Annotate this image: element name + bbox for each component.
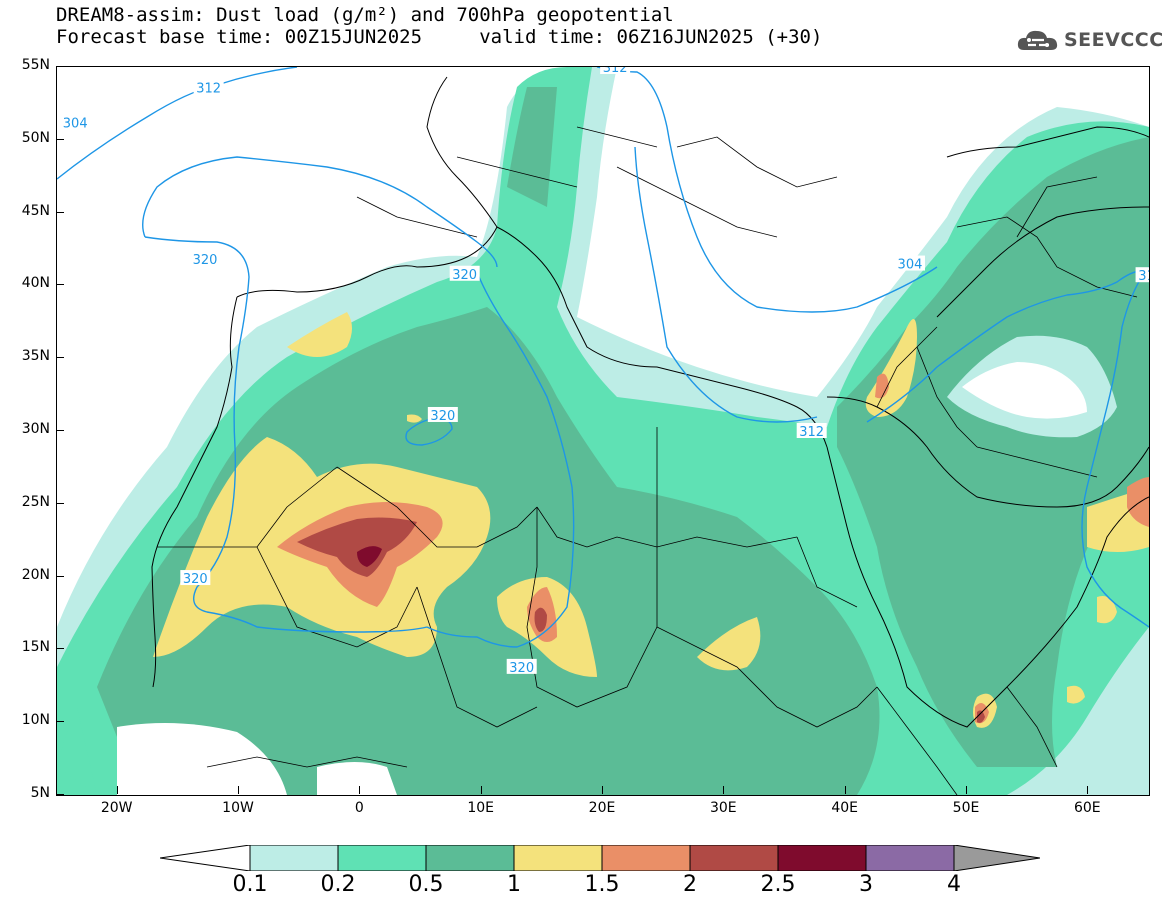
contour-label-bg — [506, 658, 537, 674]
contour-label: 31 — [1138, 269, 1149, 284]
lat-label: 20N — [21, 566, 50, 583]
contour-label-bg — [180, 570, 211, 586]
lon-label: 40E — [831, 800, 858, 816]
lon-label: 30E — [709, 800, 737, 816]
borders — [157, 126, 1138, 795]
lat-tick — [56, 211, 64, 213]
legend-bin-2 — [689, 845, 779, 871]
contour-label: 320 — [509, 661, 534, 676]
legend-label: 0.2 — [320, 872, 356, 897]
lat-label: 15N — [21, 639, 50, 656]
lat-tick — [56, 794, 64, 795]
legend-label: 4 — [947, 872, 961, 897]
contour-label-bg — [600, 67, 631, 74]
contour-label-bg — [449, 265, 480, 281]
contour-label: 312 — [196, 81, 221, 96]
clear-areas — [57, 67, 1149, 795]
legend-bin-1-5 — [601, 845, 691, 871]
legend-label: 1.5 — [584, 872, 620, 897]
contour-label: 320 — [183, 572, 208, 587]
lat-tick — [56, 357, 64, 359]
dust-layer-2-5 — [357, 546, 382, 567]
lat-label: 35N — [21, 348, 50, 365]
title-line-2: Forecast base time: 00Z15JUN2025 valid t… — [56, 26, 823, 48]
lon-label: 20E — [588, 800, 616, 816]
contour-label: 320 — [430, 409, 455, 424]
lon-tick — [966, 786, 967, 794]
legend-bin-0-2 — [337, 845, 427, 871]
geopotential-contours — [57, 67, 1149, 648]
contour-label-bg — [894, 255, 925, 271]
contour-label-bg — [427, 406, 458, 422]
contour-label: 304 — [898, 258, 923, 273]
lon-label: 10W — [222, 800, 254, 816]
chart-header: DREAM8-assim: Dust load (g/m²) and 700hP… — [56, 4, 822, 48]
contour-label: 304 — [63, 116, 88, 131]
lon-tick — [723, 786, 725, 794]
lon-tick — [602, 786, 603, 794]
legend-arrow-right — [953, 845, 1040, 871]
contour-label: 312 — [603, 67, 628, 76]
legend-bin-3 — [865, 845, 955, 871]
contour-label-bg — [60, 114, 91, 130]
dust-map-svg: 312 312 304 320 320 320 320 320 312 304 31 — [57, 67, 1149, 795]
lat-tick — [56, 66, 64, 67]
legend-bin-0-1 — [249, 845, 339, 871]
lat-tick — [56, 430, 64, 431]
lon-tick — [359, 786, 361, 794]
legend-label: 0.1 — [232, 872, 268, 897]
contour-label-bg — [193, 79, 224, 95]
legend-arrow-left — [160, 845, 251, 871]
legend-label: 0.5 — [408, 872, 444, 897]
lat-tick — [56, 721, 64, 723]
lat-label: 5N — [30, 785, 50, 801]
lat-label: 50N — [21, 129, 50, 146]
contour-label: 312 — [799, 425, 824, 440]
legend-label: 2.5 — [760, 872, 796, 897]
legend-label: 2 — [683, 872, 697, 897]
lon-tick — [844, 786, 846, 794]
cloud-icon — [1017, 30, 1058, 50]
lat-label: 40N — [21, 275, 50, 292]
lat-tick — [56, 575, 64, 577]
lon-tick — [1087, 786, 1089, 794]
seevccc-logo: SEEVCCC — [1016, 26, 1164, 54]
color-legend — [160, 845, 1040, 871]
lat-label: 10N — [21, 712, 50, 729]
lon-label: 0 — [354, 800, 364, 816]
lon-label: 50E — [952, 800, 980, 816]
lon-tick — [480, 786, 482, 794]
logo-text: SEEVCCC — [1064, 29, 1164, 51]
legend-bin-2-5 — [777, 845, 867, 871]
lon-tick — [238, 786, 239, 794]
lat-tick — [56, 138, 64, 140]
contour-label: 320 — [452, 268, 477, 283]
lon-label: 10E — [467, 800, 494, 816]
lon-label: 60E — [1073, 800, 1101, 816]
contour-label-bg — [796, 423, 827, 438]
lat-label: 30N — [21, 421, 50, 437]
contour-label: 320 — [193, 253, 218, 268]
dust-layer-2 — [297, 517, 985, 723]
dust-map: 312 312 304 320 320 320 320 320 312 304 31 — [56, 66, 1150, 796]
lon-tick — [116, 786, 118, 794]
lat-tick — [56, 502, 64, 504]
contour-label-bg — [1135, 267, 1149, 283]
legend-bin-0-5 — [425, 845, 515, 871]
coastlines — [151, 76, 1149, 728]
lat-label: 45N — [21, 202, 50, 219]
lat-tick — [56, 284, 64, 286]
lat-label: 25N — [21, 493, 50, 510]
legend-label: 3 — [859, 872, 873, 897]
contour-labels: 312 312 304 320 320 320 320 320 312 304 31 — [60, 67, 1149, 676]
legend-label: 1 — [507, 872, 521, 897]
lat-label: 55N — [21, 57, 50, 73]
contour-label-bg — [190, 251, 221, 267]
lat-tick — [56, 648, 64, 650]
legend-bin-1 — [513, 845, 603, 871]
lon-label: 20W — [100, 800, 133, 816]
title-line-1: DREAM8-assim: Dust load (g/m²) and 700hP… — [56, 4, 674, 26]
